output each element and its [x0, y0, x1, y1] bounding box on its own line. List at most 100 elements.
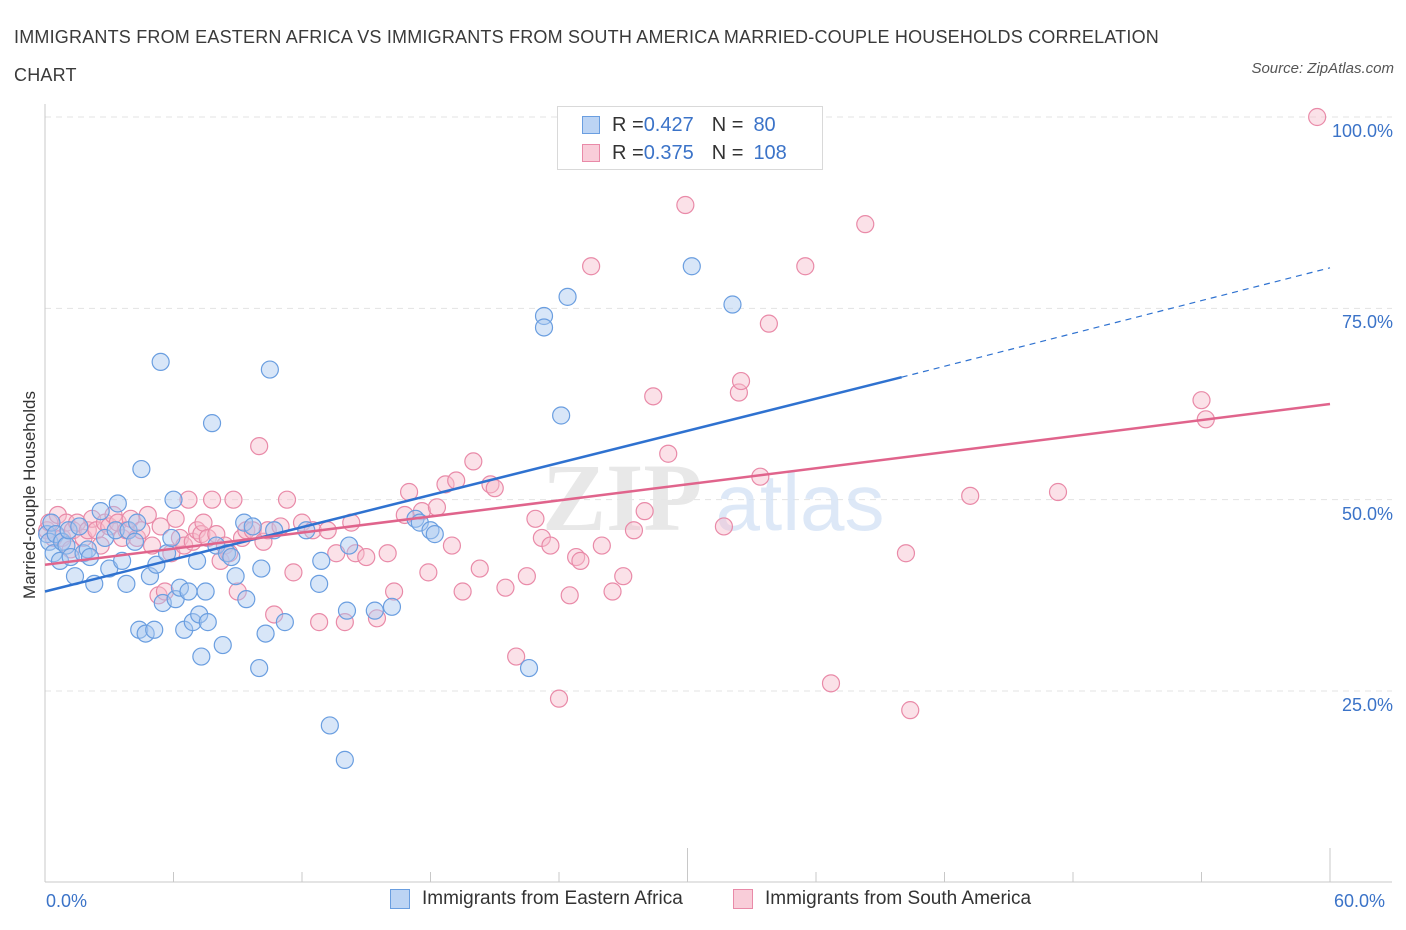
blue-point	[340, 536, 359, 555]
pink-point	[592, 536, 611, 555]
pink-point	[635, 502, 654, 521]
blue-point	[192, 647, 211, 666]
stats-row-blue: R = 0.427 N = 80	[582, 112, 776, 138]
pink-point	[796, 257, 815, 276]
blue-point	[70, 517, 89, 536]
pink-point	[470, 559, 489, 578]
chart-title: IMMIGRANTS FROM EASTERN AFRICA VS IMMIGR…	[14, 27, 1159, 85]
blue-point	[59, 521, 78, 540]
pink-point	[624, 521, 644, 540]
pink-point	[427, 498, 447, 517]
pink-point	[507, 647, 526, 666]
pink-point	[357, 547, 376, 567]
blue-point	[335, 750, 354, 769]
blue-point	[312, 551, 331, 570]
pink-point	[1308, 107, 1327, 127]
blue-point	[132, 459, 151, 479]
legend-swatch-pink	[582, 144, 600, 162]
blue-point	[80, 547, 100, 567]
pink-point	[714, 517, 734, 536]
pink-point	[384, 582, 404, 601]
n-label-pink: N =	[711, 141, 744, 164]
pink-point	[517, 567, 536, 586]
pink-point	[151, 517, 170, 536]
blue-point	[260, 360, 279, 379]
pink-point	[224, 490, 243, 509]
blue-point	[365, 601, 384, 620]
blue-point	[222, 547, 241, 567]
r-value-pink: 0.375	[643, 141, 694, 164]
y-tick-label: 25.0%	[1341, 695, 1393, 715]
blue-point	[162, 528, 181, 548]
pink-point	[1192, 391, 1211, 410]
blue-point	[106, 521, 125, 540]
blue-point	[237, 590, 256, 609]
blue-point	[552, 406, 571, 425]
legend-label-south-america: Immigrants from South America	[765, 888, 1032, 909]
pink-point	[549, 689, 569, 708]
pink-point	[731, 371, 751, 391]
pink-point	[676, 195, 695, 215]
pink-point	[1048, 482, 1068, 502]
blue-point	[519, 658, 539, 678]
r-label-pink: R =	[612, 141, 644, 164]
legend-label-eastern-africa: Immigrants from Eastern Africa	[422, 888, 683, 909]
pink-point	[442, 536, 462, 555]
pink-point	[436, 475, 455, 494]
stats-row-pink: R = 0.375 N = 108	[582, 140, 787, 166]
blue-point	[202, 414, 222, 433]
n-label-blue: N =	[711, 113, 744, 136]
blue-point	[127, 513, 147, 532]
pink-point	[179, 490, 198, 509]
blue-point	[534, 318, 554, 337]
watermark-atlas: atlas	[716, 458, 885, 547]
pink-point	[571, 551, 590, 570]
chart-source: Source: ZipAtlas.com	[1251, 60, 1394, 77]
blue-point	[558, 287, 577, 306]
pink-point	[464, 452, 483, 471]
pink-point	[856, 215, 875, 234]
pink-point	[901, 701, 920, 720]
pink-point	[485, 479, 504, 498]
pink-point	[310, 613, 329, 632]
legend-item-south-america[interactable]: Immigrants from South America	[733, 888, 1031, 910]
pink-point	[614, 567, 633, 586]
blue-point	[125, 532, 145, 551]
blue-point	[337, 601, 357, 620]
blue-point	[151, 352, 170, 372]
blue-point	[117, 574, 136, 593]
blue-point	[226, 567, 245, 586]
blue-point	[140, 567, 160, 586]
legend-swatch-eastern-africa	[390, 889, 410, 909]
watermark-zip: ZIP	[542, 444, 702, 551]
pink-point	[453, 582, 472, 601]
pink-point	[896, 544, 916, 563]
blue-point	[170, 578, 190, 597]
blue-point	[275, 613, 294, 632]
pink-point	[419, 563, 438, 582]
pink-point	[202, 490, 222, 509]
pink-point	[644, 387, 663, 406]
blue-point	[250, 658, 269, 678]
r-value-blue: 0.427	[643, 113, 694, 136]
pink-point	[166, 509, 185, 528]
y-tick-label: 100.0%	[1331, 121, 1393, 141]
y-axis-label: Married-couple Households	[20, 391, 39, 599]
blue-point	[108, 494, 127, 513]
blue-point	[310, 574, 329, 593]
r-label-blue: R =	[612, 113, 644, 136]
blue-series-points	[38, 257, 742, 769]
pink-point	[603, 582, 622, 601]
blue-point	[235, 513, 254, 532]
pink-point	[582, 257, 601, 276]
legend-item-eastern-africa[interactable]: Immigrants from Eastern Africa	[390, 888, 683, 910]
pink-point	[821, 674, 841, 693]
blue-point	[91, 502, 110, 521]
blue-point	[145, 620, 164, 639]
pink-trend-line	[44, 402, 1331, 566]
n-value-pink: 108	[753, 141, 787, 164]
pink-point	[378, 544, 397, 563]
trend-lines	[44, 267, 1331, 593]
y-tick-label: 75.0%	[1341, 312, 1393, 333]
blue-trend-extension	[901, 267, 1331, 378]
